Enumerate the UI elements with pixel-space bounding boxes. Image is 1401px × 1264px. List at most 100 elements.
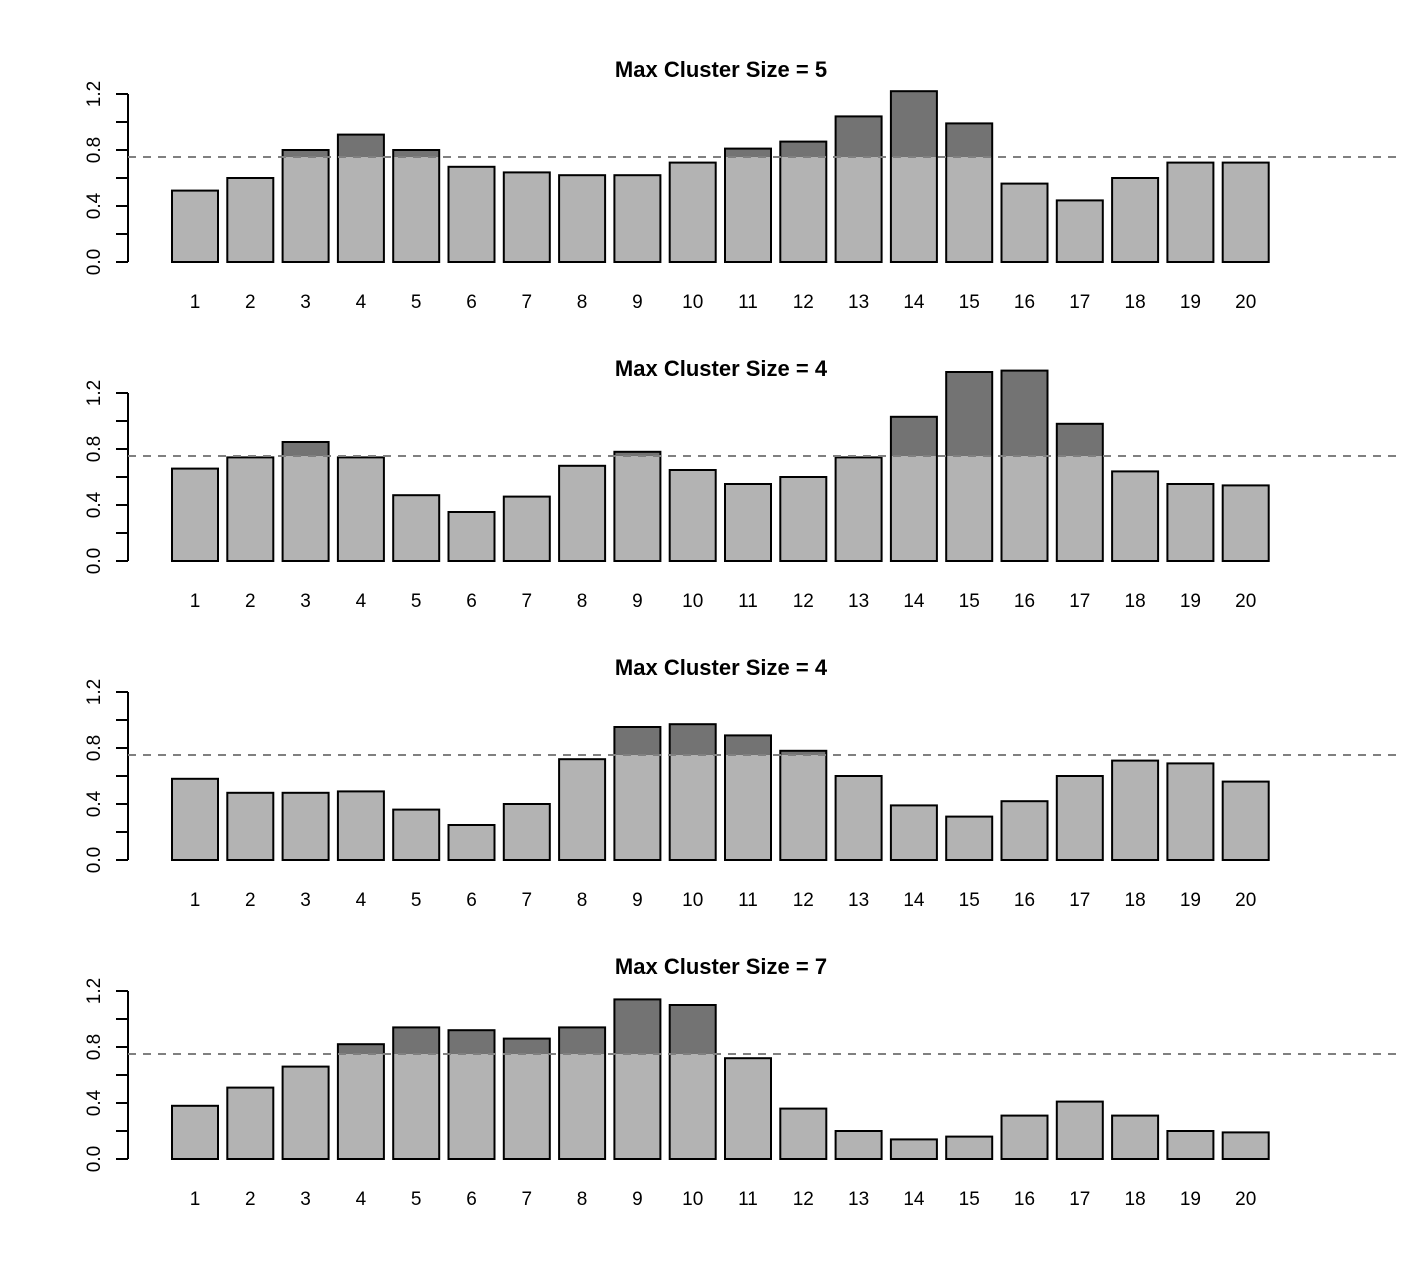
bar-outline (889, 415, 938, 562)
bar-outline (668, 723, 717, 862)
bar (1112, 760, 1159, 860)
y-tick-label: 1.2 (84, 978, 105, 1004)
x-tick-label: 11 (738, 1189, 758, 1210)
bar-outline (1166, 762, 1215, 862)
bar-outline (724, 1057, 772, 1160)
x-tick-label: 11 (738, 292, 758, 313)
bar (780, 750, 827, 860)
bar (725, 735, 771, 860)
bar-outline (392, 1026, 441, 1161)
x-tick-label: 4 (356, 890, 367, 911)
x-tick-label: 16 (1014, 292, 1035, 313)
bar (614, 175, 661, 262)
panel-title: Max Cluster Size = 7 (615, 954, 827, 979)
bar (1112, 178, 1159, 262)
bar (890, 805, 937, 860)
bar (669, 470, 716, 561)
bar-outline (834, 115, 883, 264)
bar (1001, 801, 1048, 860)
bar (835, 1131, 882, 1159)
bar (946, 816, 993, 860)
x-tick-label: 11 (738, 591, 758, 612)
x-tick-label: 3 (300, 1189, 311, 1210)
bar-outline (171, 1104, 219, 1161)
bar-outline (613, 174, 662, 263)
bar-outline (889, 1138, 938, 1161)
bar-outline (1000, 369, 1049, 562)
bar (337, 1044, 384, 1159)
panel-1: Max Cluster Size = 50.00.40.81.21 2 3 4 5 6 7 8… (84, 57, 1401, 313)
bar (559, 759, 606, 860)
bar (393, 150, 440, 262)
x-tick-label: 2 (245, 1189, 256, 1210)
x-tick-label: 1 (190, 591, 201, 612)
panel-title: Max Cluster Size = 5 (615, 57, 827, 82)
y-tick-label: 1.2 (84, 380, 105, 406)
bar-outline (226, 791, 275, 861)
x-tick-label: 18 (1125, 292, 1146, 313)
x-tick-label: 6 (466, 591, 477, 612)
x-tick-label: 16 (1014, 591, 1035, 612)
x-tick-label: 19 (1180, 292, 1201, 313)
y-tick-label: 1.2 (84, 679, 105, 705)
bar (282, 1066, 329, 1159)
bar-outline (392, 808, 441, 861)
y-tick-label: 0.4 (84, 491, 105, 518)
panel-title: Max Cluster Size = 4 (615, 356, 828, 381)
panel-title: Max Cluster Size = 4 (615, 655, 828, 680)
bar-outline (724, 483, 772, 562)
bar-outline (668, 1004, 717, 1160)
bar-excess (725, 735, 771, 755)
x-tick-label: 17 (1069, 1189, 1090, 1210)
bar (780, 141, 827, 262)
bar-outline (281, 791, 330, 861)
bar (227, 792, 274, 860)
x-tick-label: 18 (1125, 890, 1146, 911)
x-tick-label: 19 (1180, 591, 1201, 612)
bar-outline (724, 734, 772, 862)
bar (503, 1038, 550, 1159)
y-tick-label: 0.4 (84, 1089, 105, 1116)
x-tick-label: 3 (300, 292, 311, 313)
bar (946, 1136, 993, 1159)
bar-outline (558, 758, 607, 862)
x-tick-label: 20 (1235, 292, 1256, 313)
bar-excess (780, 750, 827, 755)
bar-outline (1166, 1130, 1215, 1160)
bar (1222, 1132, 1269, 1159)
x-tick-label: 12 (793, 292, 814, 313)
x-tick-label: 5 (411, 890, 422, 911)
bar-outline (1221, 780, 1270, 861)
bar-outline (226, 177, 275, 263)
x-tick-label: 13 (848, 591, 869, 612)
bar (172, 1105, 218, 1159)
bar-outline (447, 511, 496, 562)
x-tick-label: 14 (903, 1189, 925, 1210)
y-tick-label: 0.8 (84, 735, 105, 761)
bar-outline (1111, 177, 1160, 263)
x-tick-label: 8 (577, 890, 588, 911)
bar-excess (780, 141, 827, 157)
x-tick-label: 10 (682, 890, 703, 911)
bar-excess (282, 442, 329, 456)
bar (393, 809, 440, 860)
x-tick-label: 13 (848, 1189, 869, 1210)
x-tick-label: 2 (245, 292, 256, 313)
x-tick-label: 14 (903, 890, 925, 911)
x-tick-label: 14 (903, 591, 925, 612)
x-tick-label: 4 (356, 292, 367, 313)
bar-outline (834, 1130, 883, 1160)
x-tick-label: 12 (793, 591, 814, 612)
bar-outline (1221, 161, 1270, 264)
bar (503, 496, 550, 561)
bar (559, 175, 606, 262)
bar-outline (1221, 1131, 1270, 1161)
bar-outline (336, 456, 385, 562)
bar-excess (1001, 370, 1048, 456)
bar (503, 804, 550, 860)
x-tick-label: 8 (577, 591, 588, 612)
bar (1112, 1115, 1159, 1159)
bar-outline (502, 803, 551, 861)
bar-outline (668, 469, 717, 562)
bar-outline (392, 494, 441, 563)
